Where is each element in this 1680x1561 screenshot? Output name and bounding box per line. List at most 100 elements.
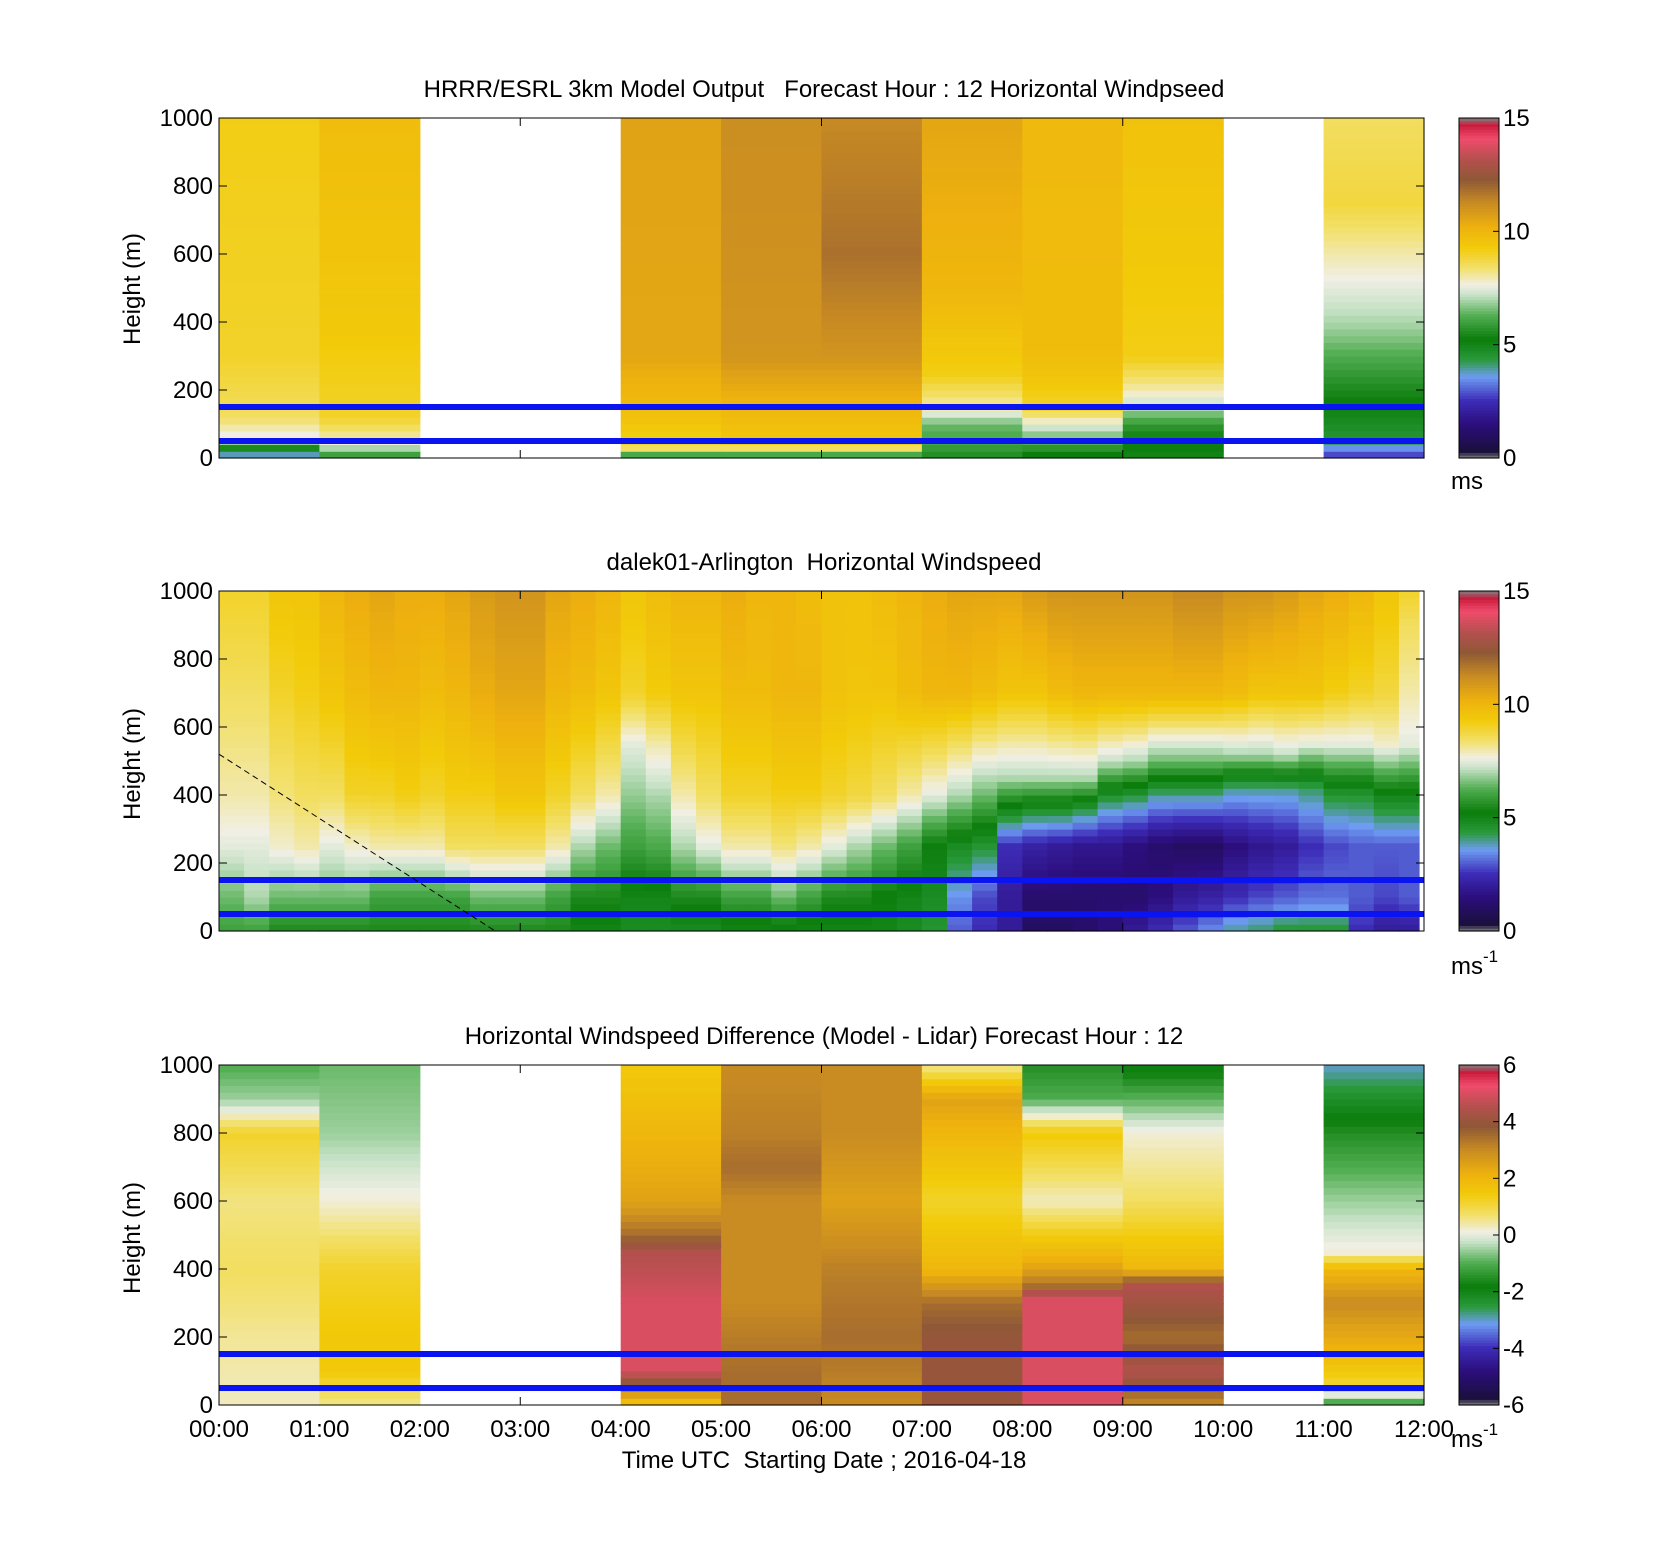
heatmap-cell bbox=[921, 917, 948, 925]
heatmap-cell bbox=[1398, 597, 1420, 606]
heatmap-cell bbox=[545, 645, 572, 653]
heatmap-cell bbox=[746, 903, 772, 912]
heatmap-cell bbox=[319, 288, 421, 296]
heatmap-cell bbox=[670, 665, 697, 674]
heatmap-cell bbox=[821, 767, 848, 776]
heatmap-cell bbox=[394, 863, 421, 871]
heatmap-cell bbox=[1323, 1289, 1425, 1297]
heatmap-cell bbox=[219, 625, 245, 633]
heatmap-cell bbox=[1198, 801, 1224, 810]
heatmap-cell bbox=[796, 618, 823, 626]
heatmap-cell bbox=[620, 172, 722, 180]
heatmap-cell bbox=[1198, 604, 1224, 612]
heatmap-cell bbox=[394, 747, 421, 755]
heatmap-cell bbox=[1323, 1201, 1425, 1209]
heatmap-cell bbox=[595, 754, 622, 762]
heatmap-cell bbox=[1323, 815, 1350, 823]
colorbar-segment bbox=[1459, 897, 1499, 901]
heatmap-cell bbox=[419, 869, 446, 878]
heatmap-cell bbox=[921, 186, 1023, 194]
heatmap-cell bbox=[1373, 638, 1400, 646]
heatmap-cell bbox=[821, 849, 848, 857]
heatmap-cell bbox=[1273, 713, 1300, 721]
heatmap-cell bbox=[1348, 733, 1375, 742]
heatmap-cell bbox=[470, 917, 496, 925]
heatmap-cell bbox=[1323, 869, 1350, 878]
heatmap-cell bbox=[721, 638, 747, 646]
colorbar-segment bbox=[1459, 327, 1499, 332]
heatmap-cell bbox=[620, 376, 722, 384]
heatmap-cell bbox=[294, 727, 320, 735]
heatmap-cell bbox=[1122, 795, 1149, 803]
heatmap-cell bbox=[219, 1173, 320, 1182]
heatmap-cell bbox=[1323, 260, 1425, 269]
colorbar-segment bbox=[1459, 214, 1499, 218]
heatmap-cell bbox=[1348, 618, 1375, 626]
heatmap-cell bbox=[821, 679, 848, 687]
heatmap-cell bbox=[319, 308, 421, 316]
heatmap-cell bbox=[1398, 815, 1420, 823]
heatmap-cell bbox=[670, 611, 697, 619]
heatmap-cell bbox=[921, 213, 1023, 221]
heatmap-cell bbox=[444, 774, 471, 782]
heatmap-cell bbox=[1122, 124, 1224, 133]
heatmap-cell bbox=[470, 815, 496, 823]
heatmap-cell bbox=[721, 1371, 823, 1379]
heatmap-cell bbox=[1323, 659, 1350, 667]
heatmap-cell bbox=[1022, 720, 1048, 728]
heatmap-cell bbox=[721, 240, 823, 248]
heatmap-cell bbox=[620, 659, 647, 667]
heatmap-cell bbox=[495, 631, 521, 640]
heatmap-cell bbox=[1198, 699, 1224, 708]
colorbar-segment bbox=[1459, 749, 1499, 754]
y-tick-label: 800 bbox=[173, 173, 213, 200]
heatmap-cell bbox=[721, 1201, 823, 1209]
heatmap-cell bbox=[972, 591, 998, 599]
colorbar-segment bbox=[1459, 673, 1499, 677]
heatmap-cell bbox=[570, 781, 597, 789]
heatmap-cell bbox=[1173, 727, 1199, 735]
heatmap-cell bbox=[696, 679, 722, 687]
heatmap-cell bbox=[1022, 220, 1124, 228]
heatmap-cell bbox=[1373, 869, 1400, 878]
heatmap-cell bbox=[1348, 693, 1375, 701]
heatmap-cell bbox=[721, 774, 747, 782]
colorbar-segment bbox=[1459, 273, 1499, 278]
heatmap-cell bbox=[947, 686, 973, 694]
heatmap-cell bbox=[1022, 383, 1124, 391]
heatmap-cell bbox=[394, 761, 421, 769]
heatmap-cell bbox=[896, 706, 923, 714]
heatmap-cell bbox=[1198, 693, 1224, 701]
heatmap-cell bbox=[670, 747, 697, 755]
heatmap-cell bbox=[1248, 597, 1274, 606]
heatmap-cell bbox=[369, 903, 396, 912]
colorbar-segment bbox=[1459, 661, 1499, 666]
heatmap-cell bbox=[319, 1364, 421, 1372]
heatmap-cell bbox=[921, 1323, 1023, 1331]
colorbar-segment bbox=[1459, 627, 1499, 632]
heatmap-cell bbox=[219, 611, 245, 619]
heatmap-cell bbox=[997, 788, 1023, 796]
heatmap-cell bbox=[1022, 165, 1124, 173]
heatmap-cell bbox=[1122, 645, 1149, 653]
heatmap-cell bbox=[947, 856, 973, 864]
heatmap-cell bbox=[269, 611, 295, 619]
heatmap-cell bbox=[1122, 815, 1149, 823]
heatmap-cell bbox=[620, 267, 722, 275]
colorbar-segment bbox=[1459, 375, 1499, 380]
colorbar-tick-label: 10 bbox=[1503, 691, 1530, 718]
heatmap-cell bbox=[470, 706, 496, 714]
heatmap-cell bbox=[470, 747, 496, 755]
heatmap-cell bbox=[419, 883, 446, 891]
heatmap-cell bbox=[620, 138, 722, 146]
heatmap-cell bbox=[419, 706, 446, 714]
heatmap-cell bbox=[1398, 638, 1420, 646]
heatmap-cell bbox=[1122, 1065, 1224, 1073]
x-tick-label: 09:00 bbox=[1093, 1416, 1153, 1443]
heatmap-cell bbox=[319, 1173, 421, 1182]
heatmap-cell bbox=[1147, 733, 1174, 742]
heatmap-cell bbox=[470, 781, 496, 789]
heatmap-cell bbox=[319, 172, 421, 180]
heatmap-cell bbox=[1373, 754, 1400, 762]
heatmap-cell bbox=[871, 856, 898, 864]
